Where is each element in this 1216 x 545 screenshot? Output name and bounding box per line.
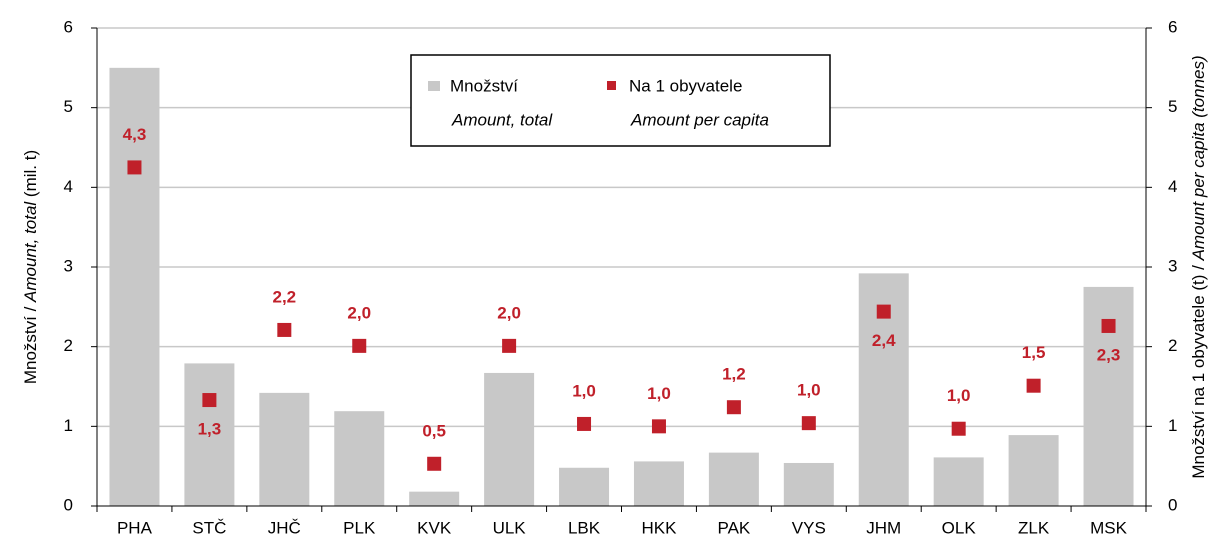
- marker: [577, 416, 592, 431]
- y-label-part: (mil. t): [21, 150, 40, 202]
- x-tick-label: PHA: [117, 518, 153, 537]
- y-tick-label: 4: [64, 177, 73, 196]
- value-label: 2,4: [872, 331, 896, 350]
- bar: [559, 467, 610, 506]
- bar: [484, 372, 535, 506]
- x-tick-label: STČ: [192, 518, 226, 537]
- marker: [651, 419, 666, 434]
- y-label-part: Amount, total: [21, 201, 40, 303]
- value-label: 4,3: [123, 125, 147, 144]
- y-tick-label: 0: [64, 495, 73, 514]
- value-label: 1,5: [1022, 343, 1046, 362]
- value-label: 2,3: [1097, 345, 1121, 364]
- marker: [801, 416, 816, 431]
- x-tick-label: JHM: [866, 518, 901, 537]
- legend-box: [410, 54, 831, 147]
- bar: [109, 67, 160, 506]
- value-label: 1,0: [572, 381, 596, 400]
- y-label-part: Množství /: [21, 302, 40, 384]
- marker: [127, 160, 142, 175]
- x-tick-label: PAK: [718, 518, 751, 537]
- legend-label-en: Amount, total: [451, 110, 553, 129]
- marker: [1026, 378, 1041, 393]
- x-tick-label: PLK: [343, 518, 376, 537]
- y-tick-label: 6: [64, 17, 73, 36]
- bar: [409, 491, 460, 506]
- y-tick-label: 5: [64, 97, 73, 116]
- marker: [1101, 318, 1116, 333]
- legend-label: Na 1 obyvatele: [629, 76, 742, 95]
- value-label: 0,5: [422, 421, 446, 440]
- value-label: 1,0: [947, 386, 971, 405]
- value-label: 1,0: [647, 384, 671, 403]
- bar: [1008, 435, 1059, 506]
- bar: [933, 457, 984, 506]
- x-tick-label: VYS: [792, 518, 826, 537]
- y2-tick-label: 6: [1168, 17, 1177, 36]
- y-tick-label: 3: [64, 256, 73, 275]
- marker: [951, 421, 966, 436]
- marker: [427, 456, 442, 471]
- value-label: 2,2: [273, 287, 297, 306]
- y2-label-part: Množství na 1 obyvatele (t) /: [1189, 260, 1208, 478]
- bar: [184, 363, 235, 506]
- bar: [259, 392, 310, 506]
- y2-tick-label: 1: [1168, 416, 1177, 435]
- legend-label-en: Amount per capita: [630, 110, 769, 129]
- y2-tick-label: 2: [1168, 336, 1177, 355]
- value-label: 2,0: [347, 303, 371, 322]
- bar: [633, 461, 684, 506]
- y2-tick-label: 4: [1168, 177, 1177, 196]
- bar: [783, 462, 834, 506]
- x-tick-label: KVK: [417, 518, 452, 537]
- y-axis-label: Množství / Amount, total (mil. t): [21, 150, 40, 384]
- legend-swatch: [428, 81, 440, 91]
- y2-tick-label: 3: [1168, 256, 1177, 275]
- x-tick-label: ZLK: [1018, 518, 1050, 537]
- x-tick-label: JHČ: [268, 518, 301, 537]
- y2-label-part: Amount per capita (tonnes): [1189, 55, 1208, 261]
- y-tick-label: 1: [64, 416, 73, 435]
- legend-label: Množství: [450, 76, 518, 95]
- y2-tick-label: 5: [1168, 97, 1177, 116]
- value-label: 2,0: [497, 303, 521, 322]
- x-tick-label: HKK: [641, 518, 677, 537]
- marker: [876, 304, 891, 319]
- marker: [277, 322, 292, 337]
- marker: [726, 400, 741, 415]
- bar: [708, 452, 759, 506]
- value-label: 1,0: [797, 381, 821, 400]
- value-label: 1,3: [198, 420, 222, 439]
- x-tick-label: ULK: [493, 518, 527, 537]
- legend-swatch: [607, 81, 616, 90]
- x-tick-label: OLK: [942, 518, 977, 537]
- x-tick-label: LBK: [568, 518, 601, 537]
- marker: [202, 393, 217, 408]
- y-tick-label: 2: [64, 336, 73, 355]
- y2-axis-label: Množství na 1 obyvatele (t) / Amount per…: [1189, 55, 1208, 478]
- marker: [352, 338, 367, 353]
- bar: [334, 411, 385, 506]
- marker: [502, 338, 517, 353]
- y2-tick-label: 0: [1168, 495, 1177, 514]
- x-tick-label: MSK: [1090, 518, 1128, 537]
- value-label: 1,2: [722, 365, 746, 384]
